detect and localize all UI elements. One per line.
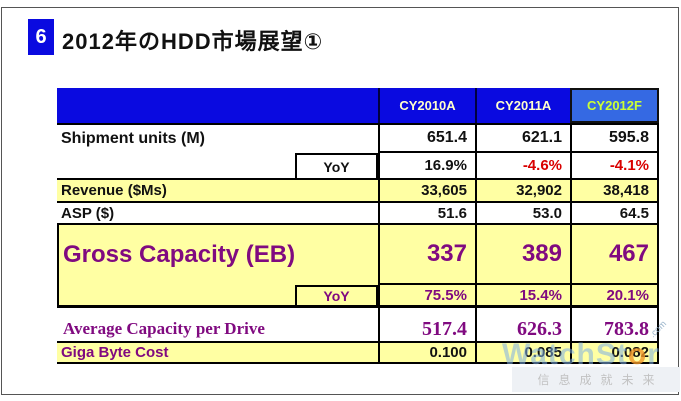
watermark-tagline-box: 信息成就未来: [512, 367, 680, 392]
row-shipment-yoy: YoY 16.9% -4.6% -4.1%: [57, 153, 659, 180]
row-revenue: Revenue ($Ms) 33,605 32,902 38,418: [57, 180, 659, 203]
revenue-value: 38,418: [570, 180, 659, 201]
watermark-logo: WatchStor: [502, 338, 681, 372]
asp-value: 51.6: [378, 203, 475, 223]
gross-capacity-label: Gross Capacity (EB): [63, 241, 296, 268]
average-capacity-value: 783.8: [570, 317, 659, 341]
average-capacity-value: 626.3: [475, 317, 570, 341]
shipment-units-value: 595.8: [570, 125, 659, 153]
average-capacity-label: Average Capacity per Drive: [63, 319, 265, 338]
table-gap-row: [57, 308, 659, 317]
shipment-units-value: 621.1: [475, 125, 570, 153]
gigabyte-cost-value: 0.082: [570, 343, 659, 362]
revenue-value: 32,902: [475, 180, 570, 201]
revenue-value: 33,605: [378, 180, 475, 201]
header-empty-cell: [57, 88, 378, 123]
gross-capacity-value: 467: [570, 225, 659, 285]
gigabyte-cost-label: Giga Byte Cost: [61, 344, 169, 361]
table-header-row: CY2010A CY2011A CY2012F: [57, 88, 659, 125]
yoy-spacer: [59, 285, 295, 305]
row-shipment-units: Shipment units (M) 651.4 621.1 595.8: [57, 125, 659, 153]
gross-capacity-value: 337: [378, 225, 475, 285]
row-gigabyte-cost: Giga Byte Cost 0.100 0.085 0.082: [57, 343, 659, 364]
watermark-tagline: 信息成就未来: [537, 373, 664, 387]
gap-cell: [475, 308, 570, 317]
shipment-yoy-value-negative: -4.6%: [475, 153, 570, 178]
row-asp: ASP ($) 51.6 53.0 64.5: [57, 203, 659, 225]
shipment-units-value: 651.4: [378, 125, 475, 153]
gap-cell: [570, 308, 659, 317]
asp-value: 53.0: [475, 203, 570, 223]
capacity-yoy-value: 75.5%: [378, 285, 475, 305]
revenue-label: Revenue ($Ms): [61, 182, 167, 199]
row-average-capacity: Average Capacity per Drive 517.4 626.3 7…: [57, 317, 659, 343]
gigabyte-cost-value: 0.085: [475, 343, 570, 362]
asp-value: 64.5: [570, 203, 659, 223]
shipment-yoy-label: YoY: [295, 153, 378, 178]
row-gross-capacity: Gross Capacity (EB) 337 389 467: [57, 225, 659, 285]
capacity-yoy-value: 15.4%: [475, 285, 570, 305]
header-cy2010a: CY2010A: [378, 88, 475, 123]
average-capacity-value: 517.4: [378, 317, 475, 341]
header-cy2012f: CY2012F: [570, 88, 659, 123]
row-capacity-yoy: YoY 75.5% 15.4% 20.1%: [57, 285, 659, 308]
gap-cell: [57, 308, 378, 317]
watermark-logo-suffix: r: [647, 338, 660, 371]
page-title: 2012年のHDD市場展望①: [62, 29, 324, 54]
gross-capacity-value: 389: [475, 225, 570, 285]
shipment-yoy-value: 16.9%: [378, 153, 475, 178]
gigabyte-cost-value: 0.100: [378, 343, 475, 362]
hdd-market-table: CY2010A CY2011A CY2012F Shipment units (…: [57, 88, 659, 364]
capacity-yoy-value: 20.1%: [570, 285, 659, 305]
asp-label: ASP ($): [61, 204, 115, 222]
slide-number-badge: 6: [28, 19, 54, 55]
yoy-spacer: [57, 153, 295, 178]
shipment-yoy-value-negative: -4.1%: [570, 153, 659, 178]
header-cy2011a: CY2011A: [475, 88, 570, 123]
shipment-units-label: Shipment units (M): [61, 130, 205, 147]
watermark-logo-prefix: WatchSt: [502, 338, 628, 371]
gap-cell: [378, 308, 475, 317]
capacity-yoy-label: YoY: [295, 285, 378, 305]
watermark-logo-o: o: [627, 338, 648, 371]
